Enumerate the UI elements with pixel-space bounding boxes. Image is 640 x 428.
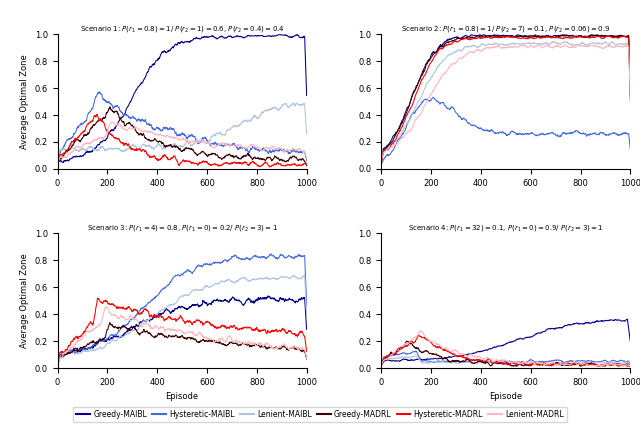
Title: Scenario 3: $P(r_1=4)=0.8$, $P(r_1=0)=0.2$/ $P(r_2=3)=1$: Scenario 3: $P(r_1=4)=0.8$, $P(r_1=0)=0.… [86,223,278,233]
X-axis label: Episode: Episode [166,392,198,401]
Title: Scenario 4: $P(r_1=32)=0.1$, $P(r_1=0)=0.9$/ $P(r_2=3)=1$: Scenario 4: $P(r_1=32)=0.1$, $P(r_1=0)=0… [408,223,604,233]
Legend: Greedy-MAIBL, Hysteretic-MAIBL, Lenient-MAIBL, Greedy-MADRL, Hysteretic-MADRL, L: Greedy-MAIBL, Hysteretic-MAIBL, Lenient-… [74,407,566,422]
X-axis label: Episode: Episode [490,392,522,401]
Title: Scenario 2: $P(r_1=0.8)=1$/ $P(r_2=7)=0.1$, $P(r_2=0.06)=0.9$: Scenario 2: $P(r_1=0.8)=1$/ $P(r_2=7)=0.… [401,24,611,34]
Y-axis label: Average Optimal Zone: Average Optimal Zone [20,54,29,149]
Y-axis label: Average Optimal Zone: Average Optimal Zone [20,253,29,348]
Title: Scenario 1: $P(r_1=0.8)=1$/ $P(r_2=1)=0.6$, $P(r_2=0.4)=0.4$: Scenario 1: $P(r_1=0.8)=1$/ $P(r_2=1)=0.… [80,24,285,34]
